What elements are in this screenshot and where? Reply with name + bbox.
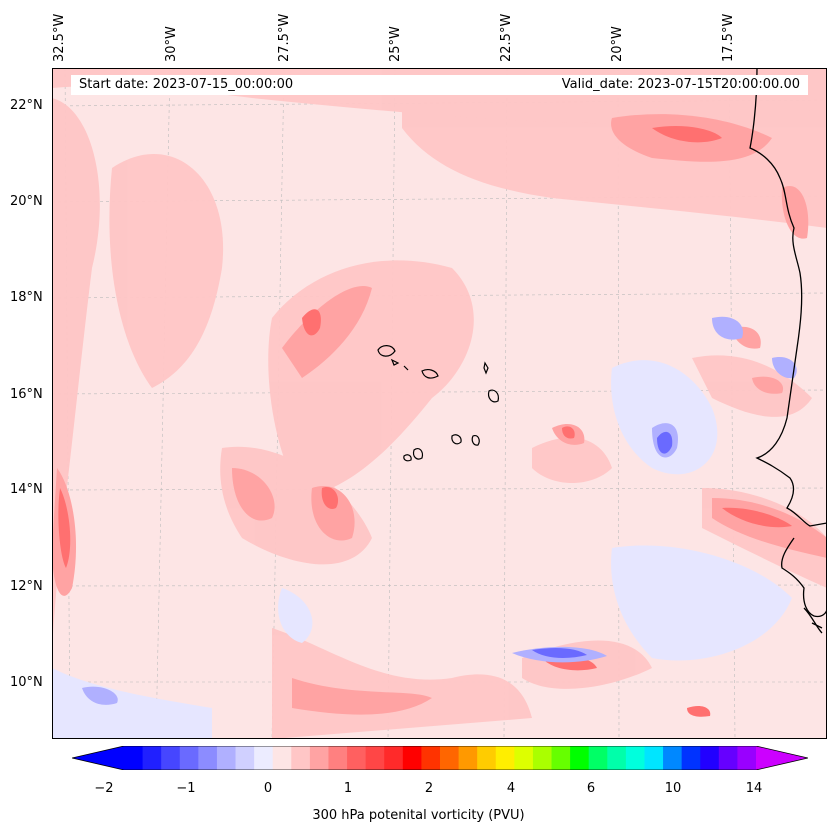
colorbar-band [384, 746, 404, 770]
colorbar-band [495, 746, 515, 770]
colorbar-band [365, 746, 385, 770]
colorbar-band [551, 746, 571, 770]
colorbar-band [142, 746, 162, 770]
colorbar-band [440, 746, 460, 770]
colorbar-tick: 2 [424, 781, 434, 796]
colorbar-tick: 4 [506, 781, 516, 796]
lat-label: 14°N [10, 482, 43, 497]
colorbar-band [347, 746, 367, 770]
pv-blue-regions [52, 316, 797, 739]
colorbar-band [216, 746, 237, 770]
colorbar-max-arrow [756, 746, 808, 770]
colorbar-band [625, 746, 645, 770]
lat-label: 18°N [10, 290, 43, 305]
lat-label: 12°N [10, 579, 43, 594]
lon-label: 22.5°W [499, 13, 514, 62]
colorbar-band [421, 746, 441, 770]
colorbar-band [607, 746, 627, 770]
colorbar-tick: −1 [176, 781, 196, 796]
colorbar-band [700, 746, 720, 770]
colorbar-band [477, 746, 497, 770]
valid-date-text: Valid_date: 2023-07-15T20:00:00.00 [561, 77, 800, 92]
lat-label: 22°N [10, 98, 43, 113]
lon-label: 32.5°W [52, 13, 67, 62]
colorbar-band [570, 746, 590, 770]
lat-label: 10°N [10, 675, 43, 690]
colorbar-band [179, 746, 199, 770]
lon-label: 17.5°W [721, 13, 736, 62]
colorbar-band [532, 746, 553, 770]
colorbar-band [124, 746, 144, 770]
colorbar-band [291, 746, 311, 770]
lat-label: 20°N [10, 194, 43, 209]
colorbar-band [681, 746, 701, 770]
colorbar-tick: 10 [664, 781, 682, 796]
lon-label: 25°W [388, 26, 403, 62]
date-annotation-box: Start date: 2023-07-15_00:00:00 Valid_da… [71, 75, 808, 95]
coastline [749, 68, 827, 634]
map-panel [52, 68, 827, 739]
lon-label: 27.5°W [277, 13, 292, 62]
colorbar-band [235, 746, 255, 770]
colorbar-band [309, 746, 329, 770]
cape-verde-islands [377, 345, 499, 462]
colorbar-tick: 0 [263, 781, 273, 796]
lon-label: 20°W [610, 26, 625, 62]
lon-label: 30°W [164, 26, 179, 62]
colorbar [72, 746, 808, 770]
colorbar-label: 300 hPa potenital vorticity (PVU) [312, 808, 525, 823]
colorbar-band [272, 746, 292, 770]
pv-contour-map [52, 68, 827, 739]
colorbar-band [458, 746, 478, 770]
colorbar-band [402, 746, 422, 770]
pv-strong-red-cores [58, 126, 792, 717]
pv-medium-red-regions [52, 114, 827, 715]
lat-label: 16°N [10, 387, 43, 402]
colorbar-min-arrow [72, 746, 124, 770]
colorbar-band [514, 746, 534, 770]
colorbar-band [198, 746, 218, 770]
colorbar-tick: 6 [586, 781, 596, 796]
colorbar-band [718, 746, 738, 770]
colorbar-band [588, 746, 608, 770]
colorbar-band [161, 746, 181, 770]
colorbar-tick: 14 [745, 781, 763, 796]
colorbar-band [254, 746, 274, 770]
colorbar-tick: −2 [94, 781, 114, 796]
colorbar-tick: 1 [343, 781, 353, 796]
colorbar-band [663, 746, 683, 770]
colorbar-band [737, 746, 757, 770]
start-date-text: Start date: 2023-07-15_00:00:00 [79, 77, 294, 92]
colorbar-band [328, 746, 348, 770]
colorbar-band [644, 746, 664, 770]
